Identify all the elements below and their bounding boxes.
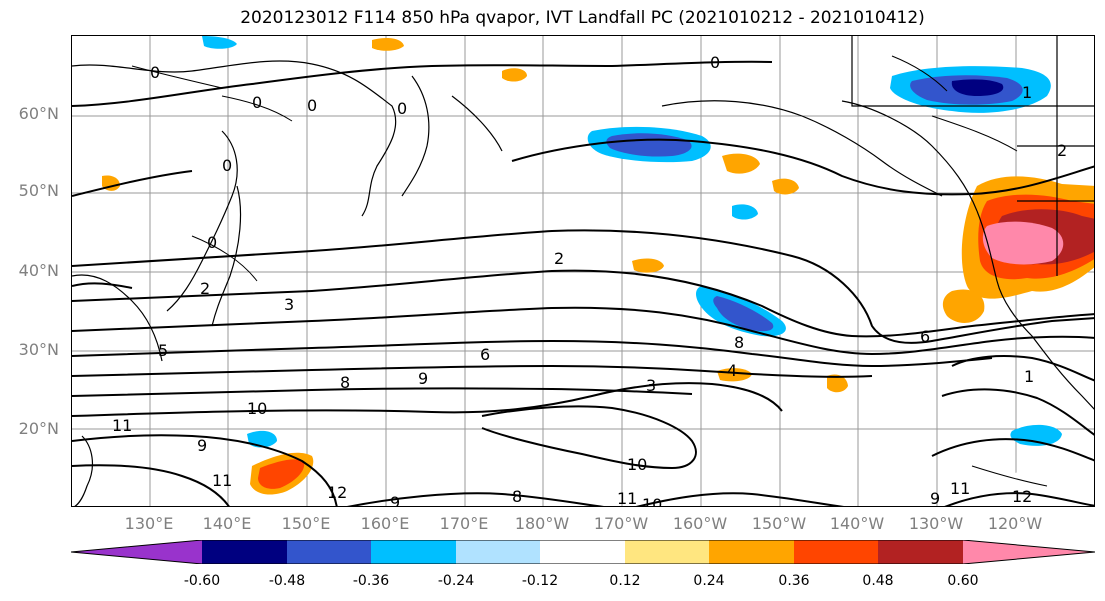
lat-label-40: 40°N (18, 261, 59, 280)
contour-labels: 0 0 0 0 0 0 1 2 0 2 2 3 5 6 6 8 8 9 4 3 … (112, 53, 1067, 507)
colorbar-segment (287, 540, 371, 564)
lat-label-20: 20°N (18, 419, 59, 438)
contour-label: 1 (1024, 367, 1034, 386)
colorbar-tick: 0.36 (778, 573, 810, 589)
map-canvas: 0 0 0 0 0 0 1 2 0 2 2 3 5 6 6 8 8 9 4 3 … (72, 36, 1094, 507)
contour-label: 2 (554, 249, 564, 268)
contour-label: 0 (207, 233, 217, 252)
lon-label-170w: 170°W (593, 514, 649, 533)
contour-label: 10 (642, 495, 662, 507)
contour-label: 3 (646, 376, 656, 395)
contour-label: 8 (340, 373, 350, 392)
contour-label: 11 (950, 479, 970, 498)
lat-label-60: 60°N (18, 104, 59, 123)
colorbar-segment (202, 540, 287, 564)
colorbar-segment (371, 540, 456, 564)
lon-label-140e: 140°E (202, 514, 252, 533)
colorbar-tick: 0.12 (609, 573, 641, 589)
contour-label: 5 (158, 341, 168, 360)
lon-label-160w: 160°W (672, 514, 728, 533)
qvapor-shading (102, 36, 1094, 506)
contour-label: 6 (480, 345, 490, 364)
qvapor-contours (131, 55, 1048, 487)
contour-label: 6 (920, 327, 930, 346)
contour-label: 0 (222, 156, 232, 175)
lon-label-140w: 140°W (829, 514, 885, 533)
contour-label: 9 (930, 489, 940, 507)
coastlines (72, 36, 1094, 506)
colorbar-segment (709, 540, 794, 564)
contour-label: 9 (197, 436, 207, 455)
graticule (72, 36, 1094, 506)
colorbar-segment (625, 540, 709, 564)
colorbar-tick: 0.60 (947, 573, 979, 589)
contour-label: 0 (150, 63, 160, 82)
colorbar-tick: -0.60 (183, 573, 221, 589)
contour-label: 8 (734, 333, 744, 352)
colorbar-tick: 0.48 (862, 573, 894, 589)
lon-label-120w: 120°W (987, 514, 1043, 533)
lon-label-150e: 150°E (281, 514, 331, 533)
colorbar-segment (540, 540, 625, 564)
colorbar-segment (794, 540, 878, 564)
colorbar-segment (878, 540, 963, 564)
contour-label: 10 (627, 455, 647, 474)
lon-label-130e: 130°E (124, 514, 174, 533)
lat-label-50: 50°N (18, 181, 59, 200)
contour-label: 1 (1022, 83, 1032, 102)
ivt-contours (72, 60, 1094, 506)
lat-label-30: 30°N (18, 340, 59, 359)
map-title: 2020123012 F114 850 hPa qvapor, IVT Land… (240, 8, 925, 28)
contour-label: 0 (307, 96, 317, 115)
lon-label-170e: 170°E (439, 514, 489, 533)
lon-label-180w: 180°W (514, 514, 570, 533)
contour-label: 2 (1057, 141, 1067, 160)
contour-label: 11 (112, 416, 132, 435)
contour-label: 10 (247, 399, 267, 418)
colorbar-tick: -0.48 (268, 573, 306, 589)
colorbar-segment (456, 540, 540, 564)
contour-label: 8 (512, 487, 522, 506)
contour-label: 3 (284, 295, 294, 314)
contour-label: 11 (617, 489, 637, 507)
colorbar-tick: 0.24 (693, 573, 725, 589)
colorbar (71, 540, 1095, 564)
map-panel: 0 0 0 0 0 0 1 2 0 2 2 3 5 6 6 8 8 9 4 3 … (71, 35, 1095, 507)
contour-label: 4 (727, 361, 737, 380)
contour-label: 0 (252, 93, 262, 112)
colorbar-tick: -0.36 (352, 573, 390, 589)
contour-label: 0 (397, 99, 407, 118)
contour-label: 9 (418, 369, 428, 388)
contour-label: 11 (212, 471, 232, 490)
colorbar-tick: -0.12 (521, 573, 559, 589)
lon-label-160e: 160°E (360, 514, 410, 533)
colorbar-segments (71, 540, 1095, 564)
lon-label-130w: 130°W (908, 514, 964, 533)
contour-label: 12 (327, 483, 347, 502)
lon-label-150w: 150°W (751, 514, 807, 533)
contour-label: 0 (710, 53, 720, 72)
colorbar-tick: -0.24 (437, 573, 475, 589)
contour-label: 12 (1012, 487, 1032, 506)
contour-label: 2 (200, 279, 210, 298)
contour-label: 9 (390, 493, 400, 507)
colorbar-segment (71, 540, 202, 564)
colorbar-segment (963, 540, 1095, 564)
